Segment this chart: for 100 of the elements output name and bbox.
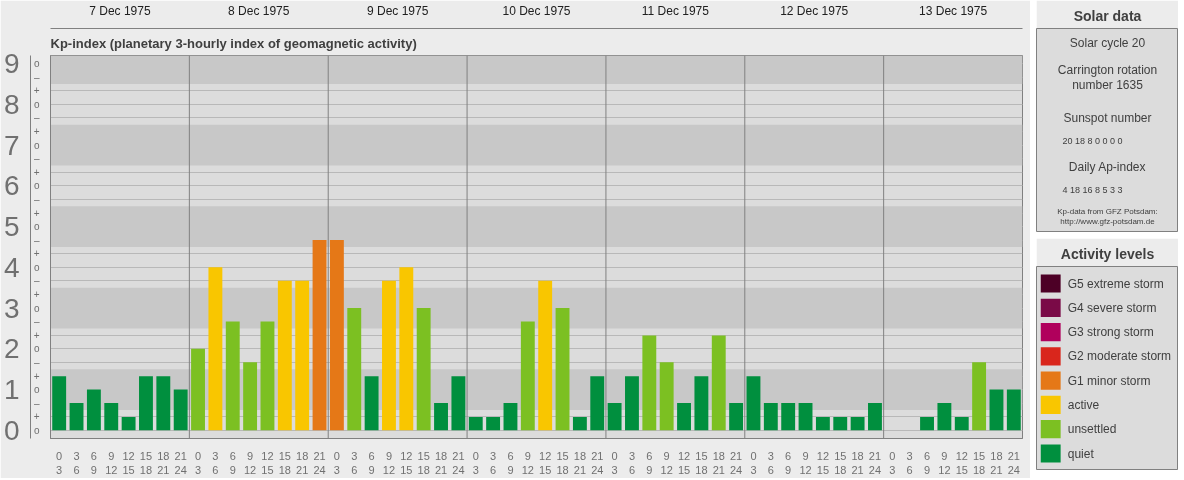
- x-tick-label: 6 9: [90, 449, 97, 476]
- x-tick-label: 9 12: [521, 449, 534, 476]
- x-tick-label: 18 21: [296, 449, 309, 476]
- bar: [277, 280, 292, 431]
- text: 20 18 8 0 0 0 0: [1062, 135, 1123, 146]
- bar: [868, 403, 882, 431]
- x-tick-label: 12 15: [400, 449, 413, 476]
- chart-title: Kp-index (planetary 3-hourly index of geomagnetic activity): [50, 35, 417, 51]
- bar: [243, 362, 258, 431]
- y-tick-label: 7: [3, 129, 20, 161]
- bar: [69, 403, 84, 431]
- x-tick-label: 9 12: [660, 449, 673, 476]
- y-tick-label: 5: [3, 211, 20, 243]
- legend-title: Activity levels: [1060, 245, 1155, 262]
- x-tick-label: 15 18: [556, 449, 569, 476]
- x-tick-label: 12 15: [261, 449, 274, 476]
- y-tick-label: 0: [3, 414, 20, 446]
- x-tick-label: 9 12: [799, 449, 812, 476]
- text: –: [33, 275, 40, 287]
- text: Solar data: [1073, 7, 1142, 24]
- text: o: [33, 58, 40, 70]
- bar: [781, 403, 796, 431]
- x-tick-label: 21 24: [729, 449, 743, 476]
- bar: [382, 280, 396, 431]
- text: –: [33, 356, 40, 368]
- text: Kp-data from GFZ Potsdam: http://www.gfz-potsdam.de: [1057, 206, 1158, 226]
- bar: [520, 321, 535, 431]
- y-tick-label: 6: [3, 170, 20, 202]
- bar: [659, 362, 674, 431]
- text: +: [33, 85, 40, 97]
- x-tick-label: 6 9: [923, 449, 931, 476]
- x-tick-label: 18 21: [157, 449, 170, 476]
- legend-label: quiet: [1067, 446, 1095, 461]
- text: Carrington rotation number 1635: [1057, 62, 1158, 93]
- bar: [989, 389, 1004, 431]
- x-tick-label: 3 6: [628, 449, 636, 476]
- x-tick-label: 15 18: [695, 449, 708, 476]
- text: +: [33, 166, 40, 178]
- x-tick-label: 12 15: [955, 449, 968, 476]
- text: o: [33, 261, 40, 273]
- bar: [850, 416, 865, 431]
- text: 9 Dec 1975: [366, 3, 429, 18]
- bar: [329, 240, 344, 431]
- text: 10 Dec 1975: [502, 3, 571, 18]
- bar: [642, 335, 657, 431]
- x-tick-label: 21 24: [174, 449, 187, 476]
- x-tick-label: 15 18: [139, 449, 153, 476]
- x-tick-label: 0 3: [889, 449, 896, 476]
- bar: [364, 376, 379, 431]
- bar: [729, 403, 744, 431]
- text: –: [33, 153, 40, 165]
- x-tick-label: 12 15: [677, 449, 691, 476]
- x-tick-label: 15 18: [417, 449, 430, 476]
- text: –: [33, 112, 40, 124]
- bar: [746, 376, 761, 431]
- text: o: [33, 343, 40, 355]
- x-tick-label: 15 18: [972, 449, 986, 476]
- bar: [572, 416, 587, 431]
- bar: [503, 403, 518, 431]
- legend-label: G4 severe storm: [1067, 300, 1157, 315]
- text: o: [33, 221, 40, 233]
- text: +: [33, 370, 40, 382]
- legend-label: G5 extreme storm: [1067, 276, 1164, 291]
- x-tick-label: 21 24: [1007, 449, 1020, 476]
- y-tick-label: 3: [3, 292, 20, 324]
- x-tick-label: 12 15: [816, 449, 830, 476]
- x-tick-label: 21 24: [868, 449, 882, 476]
- text: +: [33, 289, 40, 301]
- x-tick-label: 0 3: [750, 449, 757, 476]
- y-tick-label: 2: [3, 333, 20, 365]
- bar: [86, 389, 101, 431]
- bar: [555, 308, 570, 431]
- x-tick-label: 0 3: [333, 449, 340, 476]
- bar: [52, 376, 67, 431]
- text: +: [33, 248, 40, 260]
- bar: [104, 403, 119, 431]
- bar: [468, 416, 483, 431]
- text: –: [33, 193, 40, 205]
- bar: [451, 376, 466, 431]
- text: 13 Dec 1975: [919, 3, 988, 18]
- x-tick-label: 18 21: [712, 449, 725, 476]
- legend-label: active: [1067, 397, 1100, 412]
- x-tick-label: 18 21: [990, 449, 1003, 476]
- x-tick-label: 0 3: [194, 449, 202, 476]
- x-tick-label: 15 18: [834, 449, 847, 476]
- bar: [191, 348, 205, 431]
- x-tick-label: 9 12: [105, 449, 118, 476]
- bar: [486, 416, 501, 431]
- bar: [677, 403, 691, 431]
- x-tick-label: 18 21: [434, 449, 448, 476]
- bar: [937, 403, 952, 431]
- text: Daily Ap-index: [1068, 160, 1146, 175]
- bar: [607, 403, 622, 431]
- x-tick-label: 0 3: [56, 449, 63, 476]
- x-tick-label: 12 15: [122, 449, 135, 476]
- text: 11 Dec 1975: [641, 3, 710, 18]
- legend-label: G3 strong storm: [1067, 325, 1154, 340]
- bar: [347, 308, 362, 431]
- bar: [399, 267, 414, 431]
- bar: [156, 376, 171, 431]
